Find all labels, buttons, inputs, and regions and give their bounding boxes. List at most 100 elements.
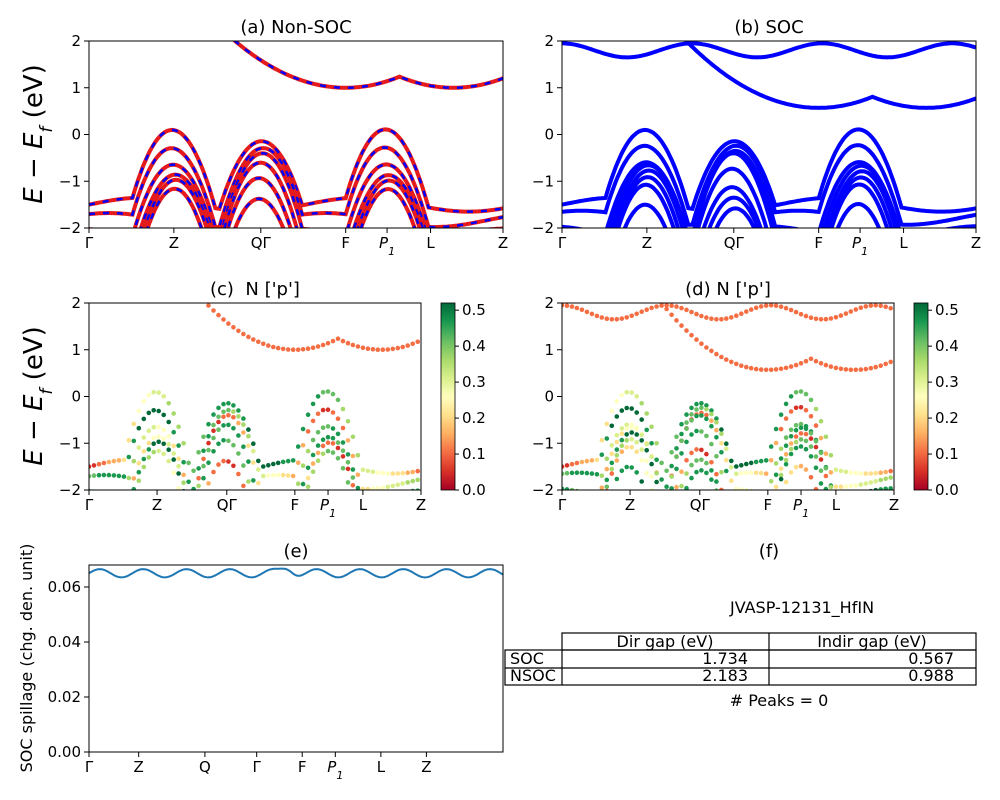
- projection-point: [878, 363, 883, 369]
- projection-point: [833, 484, 839, 490]
- projection-point: [759, 524, 764, 529]
- projection-point: [828, 453, 834, 458]
- projection-point: [788, 427, 794, 433]
- projection-point: [749, 524, 754, 529]
- projection-point: [246, 433, 251, 439]
- projection-point: [290, 473, 296, 479]
- projection-point: [684, 471, 689, 476]
- projection-point: [569, 470, 575, 476]
- projection-point: [580, 540, 585, 545]
- projection-point: [330, 391, 336, 397]
- projection-point: [704, 345, 709, 350]
- projection-point: [624, 422, 629, 428]
- projection-point: [206, 303, 211, 308]
- projection-point: [246, 334, 251, 340]
- projection-point: [778, 366, 784, 372]
- projection-point: [829, 548, 834, 553]
- projection-point: [639, 458, 644, 463]
- projection-point: [849, 510, 854, 515]
- projection-point: [694, 337, 699, 342]
- panel-d-title: (d) N ['p']: [685, 279, 771, 300]
- projection-point: [196, 292, 201, 297]
- projection-point: [793, 423, 799, 428]
- projection-point: [714, 435, 719, 440]
- projection-point: [405, 480, 411, 485]
- colorbar-tick-label: 0.0: [462, 481, 486, 499]
- projection-point: [639, 309, 644, 315]
- projection-point: [729, 359, 734, 365]
- projection-point: [370, 486, 376, 490]
- projection-point: [624, 249, 629, 254]
- projection-point: [709, 468, 714, 473]
- projection-point: [639, 479, 644, 484]
- band-line-dashed: [146, 187, 416, 228]
- projection-point: [116, 458, 122, 463]
- projection-point: [266, 550, 271, 555]
- projection-point: [754, 554, 759, 559]
- projection-point: [127, 518, 132, 523]
- projection-point: [863, 481, 869, 486]
- projection-point: [758, 458, 764, 464]
- projection-point: [859, 491, 864, 496]
- projection-point: [619, 443, 625, 449]
- projection-point: [191, 486, 196, 490]
- projection-point: [580, 536, 585, 541]
- projection-point: [156, 390, 161, 395]
- projection-point: [773, 461, 779, 466]
- projection-point: [614, 439, 620, 445]
- projection-point: [654, 510, 659, 515]
- projection-point: [739, 544, 744, 549]
- projection-point: [773, 426, 779, 432]
- projection-point: [395, 482, 401, 488]
- panel-c: (c) N ['p'] 210−1−2 Γ Z QΓ F P1 L Z 0.50.40.30…: [59, 108, 486, 555]
- projection-point: [310, 345, 316, 351]
- projection-point: [599, 485, 605, 490]
- projection-point: [783, 452, 789, 457]
- projection-point: [325, 440, 331, 446]
- projection-point: [345, 452, 351, 457]
- projection-point: [92, 108, 97, 113]
- projection-point: [206, 421, 211, 427]
- projection-point: [763, 458, 769, 463]
- projection-point: [853, 483, 859, 488]
- projection-point: [171, 443, 176, 449]
- projection-point: [873, 303, 878, 308]
- projection-point: [754, 490, 759, 495]
- table-cell-soc-dir: 1.734: [702, 649, 748, 668]
- projection-point: [599, 315, 605, 320]
- projection-point: [116, 473, 122, 479]
- projection-point: [739, 555, 744, 560]
- projection-point: [141, 456, 147, 462]
- projection-point: [854, 532, 859, 537]
- projection-point: [236, 451, 241, 456]
- projection-point: [734, 313, 739, 319]
- projection-point: [729, 458, 734, 464]
- projection-point: [709, 348, 714, 354]
- projection-point: [619, 316, 625, 321]
- projection-point: [584, 309, 590, 315]
- projection-point: [739, 311, 744, 317]
- projection-point: [295, 444, 301, 449]
- projection-point: [714, 317, 719, 322]
- projection-point: [823, 465, 829, 471]
- projection-point: [310, 418, 316, 424]
- projection-point: [709, 316, 714, 322]
- projection-point: [345, 419, 351, 424]
- projection-point: [634, 394, 639, 399]
- projection-point: [818, 317, 824, 322]
- projection-point: [231, 325, 236, 330]
- projection-point: [719, 317, 724, 322]
- projection-point: [585, 173, 590, 178]
- projection-point: [112, 546, 117, 551]
- projection-point: [266, 343, 271, 348]
- projection-point: [562, 303, 565, 308]
- projection-point: [609, 317, 615, 322]
- projection-point: [669, 303, 674, 309]
- projection-point: [585, 554, 590, 559]
- projection-point: [360, 486, 366, 490]
- projection-point: [281, 492, 286, 497]
- projection-point: [798, 425, 804, 431]
- projection-point: [176, 486, 181, 490]
- projection-point: [381, 543, 386, 548]
- projection-point: [191, 540, 196, 545]
